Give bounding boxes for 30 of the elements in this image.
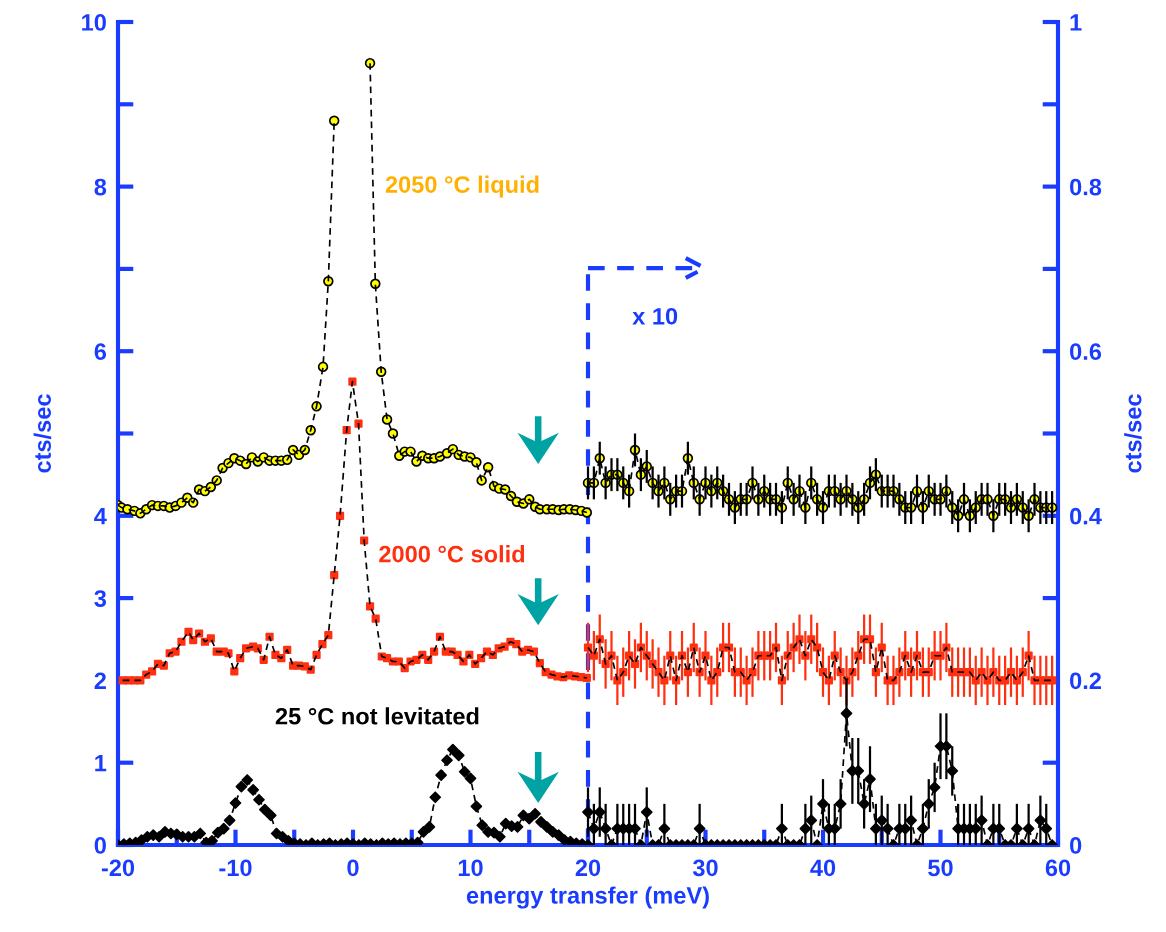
x-tick-label: 10 bbox=[458, 859, 483, 877]
y2-tick-label: 0.8 bbox=[1070, 178, 1102, 196]
x-axis-title: energy transfer (meV) bbox=[466, 886, 709, 909]
y-tick-label: 10 bbox=[82, 14, 106, 31]
y2-tick-label: 0 bbox=[1070, 837, 1082, 854]
y-tick-label: 0 bbox=[94, 837, 106, 854]
y2-tick-label: 1 bbox=[1070, 14, 1082, 31]
x-tick-label: 30 bbox=[692, 859, 718, 877]
y-tick-label: 2 bbox=[94, 672, 106, 689]
y2-tick-label: 0.2 bbox=[1070, 672, 1101, 690]
x-tick-label: 50 bbox=[928, 859, 953, 877]
ref-line-label: x 10 bbox=[632, 307, 678, 325]
annotation: 2000 °C solid bbox=[379, 545, 525, 563]
y2-tick-label: 0.6 bbox=[1070, 343, 1102, 360]
annotation: 2050 °C liquid bbox=[385, 175, 539, 198]
y-tick-label: 1 bbox=[95, 755, 107, 772]
y-tick-label: 4 bbox=[94, 508, 107, 525]
x-tick-label: 0 bbox=[347, 859, 359, 877]
x-tick-label: 20 bbox=[575, 859, 601, 877]
y-tick-label: 6 bbox=[94, 343, 107, 360]
y-tick-label: 8 bbox=[94, 178, 107, 196]
y-axis-title: cts/sec bbox=[33, 394, 52, 473]
x-tick-label: -20 bbox=[101, 859, 135, 877]
annotation: 25 °C not levitated bbox=[275, 707, 479, 725]
x-tick-label: -10 bbox=[219, 859, 252, 877]
y-tick-label: 3 bbox=[94, 590, 107, 607]
y2-tick-label: 0.4 bbox=[1070, 507, 1102, 525]
y2-axis-title: cts/sec bbox=[1124, 394, 1142, 473]
x-tick-label: 60 bbox=[1045, 859, 1071, 877]
x-tick-label: 40 bbox=[810, 859, 836, 877]
